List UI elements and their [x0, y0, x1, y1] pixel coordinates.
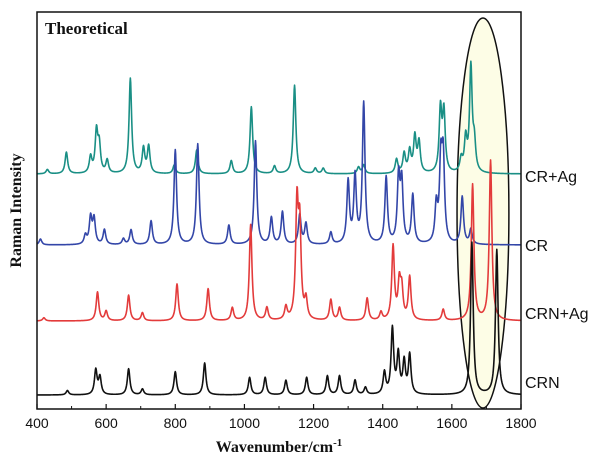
- highlight-region-layer: [457, 18, 509, 408]
- y-axis-title: Raman Intensity: [8, 153, 25, 267]
- series-label-crn: CRN: [525, 375, 560, 392]
- series-label-cr: CR: [525, 238, 548, 255]
- x-tick-label: 400: [25, 415, 49, 431]
- series-line-crn-ag: [37, 160, 521, 321]
- x-axis-title-superscript: -1: [333, 437, 342, 449]
- x-tick-label: 1000: [229, 415, 260, 431]
- x-tick-label: 1200: [298, 415, 329, 431]
- plot-frame: [37, 12, 521, 409]
- spectra-layer: [37, 61, 521, 395]
- x-tick-label: 800: [164, 415, 188, 431]
- x-tick-label: 600: [94, 415, 118, 431]
- series-label-crn-ag: CRN+Ag: [525, 306, 589, 323]
- x-ticks: 400 600 800 1000 1200 1400 1600 1800: [25, 404, 536, 431]
- x-tick-label: 1600: [436, 415, 467, 431]
- x-tick-label: 1800: [505, 415, 536, 431]
- series-labels: CR+Ag CR CRN+Ag CRN: [525, 169, 589, 392]
- x-axis-title: Wavenumber/cm-1: [216, 437, 343, 456]
- chart-title: Theoretical: [45, 19, 128, 38]
- series-label-cr-ag: CR+Ag: [525, 169, 577, 186]
- series-line-cr-ag: [37, 61, 521, 174]
- highlight-ellipse: [457, 18, 509, 408]
- x-axis-title-text: Wavenumber/cm: [216, 439, 334, 456]
- x-tick-label: 1400: [367, 415, 398, 431]
- series-line-cr: [37, 101, 521, 245]
